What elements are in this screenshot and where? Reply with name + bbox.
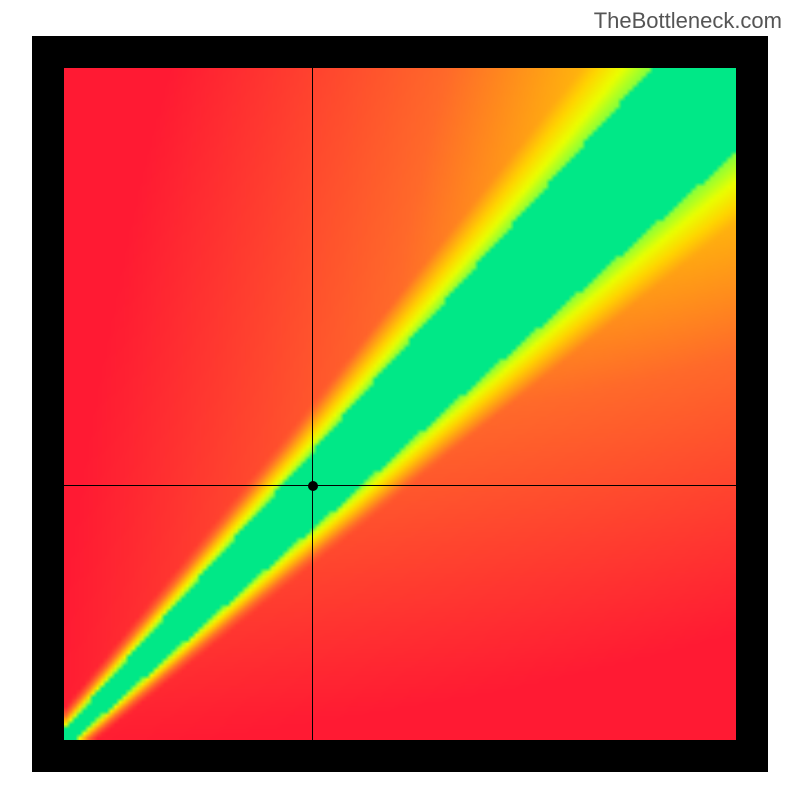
- heatmap-canvas: [64, 68, 736, 740]
- heatmap-plot: [64, 68, 736, 740]
- chart-container: TheBottleneck.com: [0, 0, 800, 800]
- crosshair-horizontal: [64, 485, 736, 486]
- marker-dot: [308, 481, 318, 491]
- attribution-text: TheBottleneck.com: [594, 8, 782, 34]
- crosshair-vertical: [312, 68, 313, 740]
